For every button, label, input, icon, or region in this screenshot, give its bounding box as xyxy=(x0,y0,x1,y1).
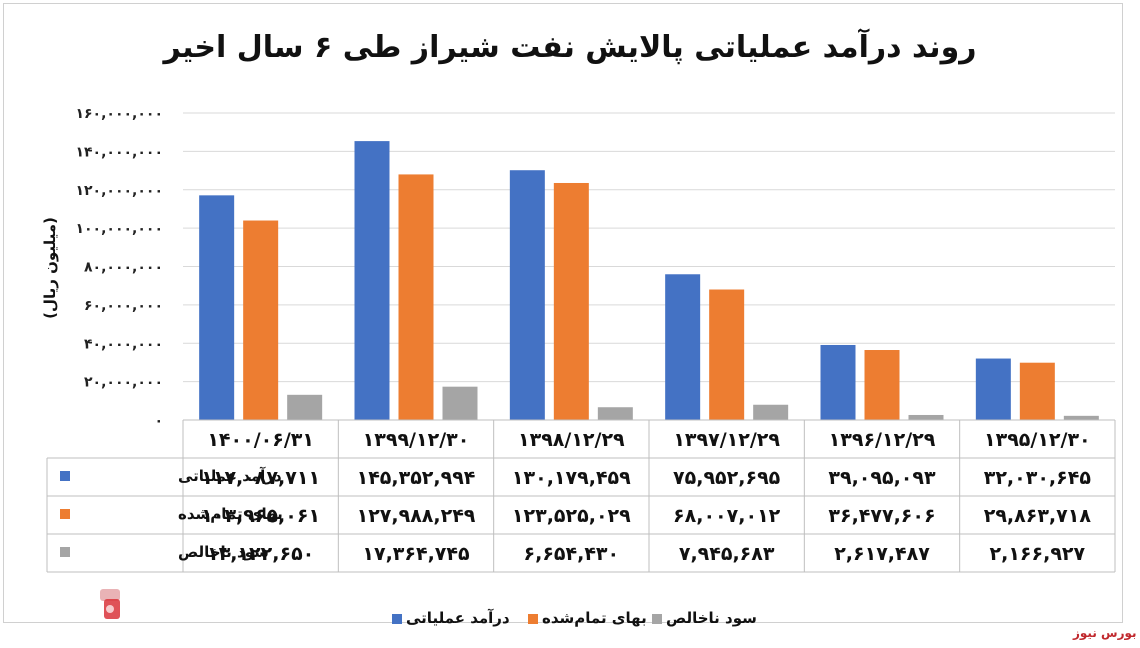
row-label: سود ناخالص xyxy=(178,543,269,561)
data-cell: ۷,۹۴۵,۶۸۳ xyxy=(679,543,775,565)
bar-s1-c0 xyxy=(1019,362,1055,420)
y-tick-label: ۱۲۰,۰۰۰,۰۰۰ xyxy=(75,183,163,199)
legend-swatch-profit xyxy=(652,614,662,624)
bar-s1-c2 xyxy=(709,289,745,420)
data-cell: ۶۸,۰۰۷,۰۱۲ xyxy=(673,505,781,527)
data-cell: ۲,۱۶۶,۹۲۷ xyxy=(990,543,1086,565)
data-cell: ۱۱۷,۰۸۷,۷۱۱ xyxy=(201,467,320,489)
data-cell: ۶,۶۵۴,۴۳۰ xyxy=(524,543,620,565)
legend-label-profit: سود ناخالص xyxy=(666,609,757,627)
row-label: بهای تمام‌شده xyxy=(178,505,283,523)
bar-s0-c3 xyxy=(509,170,545,420)
legend: درآمد عملیاتی بهای تمام‌شده سود ناخالص xyxy=(390,609,770,631)
data-cell: ۲,۶۱۷,۴۸۷ xyxy=(834,543,930,565)
bar-s0-c5 xyxy=(199,195,235,420)
data-cell: ۱۳۰,۱۷۹,۴۵۹ xyxy=(512,467,631,489)
category-label: ۱۴۰۰/۰۶/۳۱ xyxy=(207,429,314,451)
data-cell: ۱۲۳,۵۲۵,۰۲۹ xyxy=(512,505,631,527)
legend-label-cost: بهای تمام‌شده xyxy=(542,609,647,627)
bar-s2-c3 xyxy=(597,407,633,420)
data-cell: ۱۳,۱۲۲,۶۵۰ xyxy=(207,543,314,565)
y-tick-label: ۴۰,۰۰۰,۰۰۰ xyxy=(84,336,163,352)
bar-s2-c5 xyxy=(287,394,323,420)
legend-label-revenue: درآمد عملیاتی xyxy=(406,609,510,627)
data-cell: ۱۰۳,۹۶۵,۰۶۱ xyxy=(201,505,320,527)
category-label: ۱۳۹۷/۱۲/۲۹ xyxy=(673,429,780,451)
data-cell: ۳۹,۰۹۵,۰۹۳ xyxy=(828,467,936,489)
watermark-logo xyxy=(84,585,122,623)
bar-s1-c4 xyxy=(398,174,434,420)
y-tick-label: ۰ xyxy=(154,413,163,429)
y-tick-label: ۱۰۰,۰۰۰,۰۰۰ xyxy=(75,221,163,237)
bar-s0-c4 xyxy=(354,141,390,420)
row-swatch xyxy=(60,471,70,481)
y-tick-label: ۸۰,۰۰۰,۰۰۰ xyxy=(84,260,163,276)
data-cell: ۳۲,۰۳۰,۶۴۵ xyxy=(984,467,1092,489)
bar-s2-c4 xyxy=(442,386,478,420)
category-label: ۱۳۹۹/۱۲/۳۰ xyxy=(363,429,470,451)
data-cell: ۲۹,۸۶۳,۷۱۸ xyxy=(984,505,1092,527)
chart-title: روند درآمد عملیاتی پالایش نفت شیراز طی ۶… xyxy=(163,30,977,65)
data-cell: ۱۴۵,۳۵۲,۹۹۴ xyxy=(357,467,476,489)
bar-s0-c0 xyxy=(975,358,1011,420)
legend-swatch-revenue xyxy=(392,614,402,624)
bar-s1-c1 xyxy=(864,350,900,420)
data-cell: ۱۷,۳۶۴,۷۴۵ xyxy=(362,543,470,565)
bar-s2-c1 xyxy=(908,414,944,420)
source-credit: بورس نیوز xyxy=(1073,626,1137,640)
legend-swatch-cost xyxy=(528,614,538,624)
bar-s1-c3 xyxy=(553,182,589,420)
y-tick-label: ۱۴۰,۰۰۰,۰۰۰ xyxy=(75,144,163,160)
y-tick-label: ۱۶۰,۰۰۰,۰۰۰ xyxy=(75,106,163,122)
y-tick-label: ۲۰,۰۰۰,۰۰۰ xyxy=(84,375,163,391)
data-cell: ۳۶,۴۷۷,۶۰۶ xyxy=(828,505,935,527)
bar-s0-c1 xyxy=(820,344,856,420)
bar-s0-c2 xyxy=(665,274,701,420)
row-swatch xyxy=(60,547,70,557)
category-label: ۱۳۹۵/۱۲/۳۰ xyxy=(984,429,1091,451)
category-label: ۱۳۹۶/۱۲/۲۹ xyxy=(829,429,936,451)
bar-s1-c5 xyxy=(243,220,279,420)
data-cell: ۷۵,۹۵۲,۶۹۵ xyxy=(673,467,781,489)
bar-s2-c0 xyxy=(1063,415,1099,420)
row-swatch xyxy=(60,509,70,519)
bar-s2-c2 xyxy=(753,404,789,420)
data-cell: ۱۲۷,۹۸۸,۲۴۹ xyxy=(357,505,476,527)
y-tick-label: ۶۰,۰۰۰,۰۰۰ xyxy=(84,298,163,314)
row-label: درآمد عملیاتی xyxy=(178,467,282,485)
category-label: ۱۳۹۸/۱۲/۲۹ xyxy=(518,429,625,451)
